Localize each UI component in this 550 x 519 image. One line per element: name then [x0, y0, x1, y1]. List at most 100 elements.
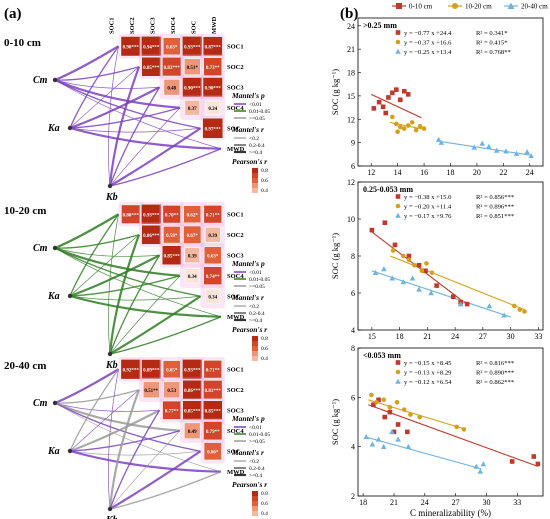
data-point	[524, 149, 530, 155]
data-point	[450, 294, 456, 299]
regression-line	[370, 93, 422, 119]
row-label: SOC3	[227, 252, 244, 259]
colorbar-tick: 0.4	[261, 188, 268, 194]
cell-value: 0.86***	[143, 234, 160, 239]
mantel-edge	[54, 213, 120, 250]
mantel-edge	[109, 127, 202, 187]
legend-title: Mantel's p	[231, 259, 265, 268]
node-label: Cm	[33, 243, 48, 254]
data-point	[503, 148, 509, 154]
cell-value: 0.37	[188, 107, 197, 112]
cell-value: 0.93***	[143, 213, 160, 218]
data-point	[486, 143, 492, 149]
heatmap-cell	[120, 359, 141, 380]
legend-label: 20-40 cm	[521, 3, 548, 11]
heatmap-cell	[184, 422, 201, 439]
r2-text: R² = 0.856***	[476, 194, 514, 201]
r2-text: R² = 0.816***	[476, 360, 514, 367]
data-point	[369, 227, 375, 233]
data-point	[382, 414, 388, 420]
scatter-chart-0: 12 14 16 18 20 22 24 6 9 12 15 18 21 24 SOC (g kg⁻¹) >0…	[330, 17, 544, 177]
heatmap-cell	[143, 381, 160, 398]
data-point	[389, 429, 395, 435]
mantel-edge	[69, 234, 140, 297]
cell-value: 0.70**	[165, 213, 179, 218]
data-point	[395, 212, 401, 218]
depth-label: 10-20 cm	[4, 205, 46, 217]
data-point	[395, 39, 401, 45]
regression-line	[437, 140, 530, 156]
heatmap-cell	[141, 56, 162, 77]
heatmap-cell	[205, 227, 221, 243]
legend-item: <0.2	[249, 304, 259, 310]
legend-item: 0.2-0.4	[249, 143, 265, 149]
y-tick-label: 4	[351, 443, 355, 452]
y-tick-label: 12	[347, 115, 355, 124]
data-point	[531, 454, 537, 459]
equation-text: y = −0.15 x +8.45	[404, 360, 452, 367]
legend-label: 10-20 cm	[465, 3, 492, 11]
heatmap-cell	[121, 204, 141, 224]
col-header: SOC	[190, 20, 197, 34]
cell-value: 0.97***	[205, 127, 222, 132]
heatmap-cell	[162, 360, 181, 379]
y-axis-label: SOC (g kg⁻¹)	[330, 233, 340, 279]
colorbar-segment	[252, 506, 258, 511]
data-point	[387, 409, 393, 415]
col-header: SOC3	[149, 17, 156, 34]
mantel-edge	[54, 402, 160, 412]
row-label: SOC3	[227, 407, 244, 414]
data-point	[512, 303, 517, 309]
row-label: SOC	[227, 448, 241, 455]
cell-value: 0.34	[208, 295, 217, 300]
y-tick-label: 15	[347, 92, 355, 101]
node-marker	[107, 506, 113, 512]
legend-item: 0.01-0.05	[249, 277, 270, 283]
mantel-edge	[108, 234, 141, 355]
regression-line	[365, 436, 482, 470]
mantel-edge	[69, 368, 120, 452]
data-point	[434, 283, 439, 288]
heatmap-cell	[162, 400, 182, 420]
data-point	[376, 397, 381, 403]
colorbar-segment	[252, 173, 258, 178]
node-marker	[52, 77, 58, 83]
colorbar-segment	[252, 178, 258, 183]
data-point	[480, 461, 487, 467]
mantel-block-1: 10-20 cm 0.80*** 0.93*** 0.70** 0.62* 0.71**0…	[4, 202, 270, 371]
data-point	[383, 110, 389, 116]
legend-item: >=0.4	[249, 318, 262, 324]
data-point	[401, 126, 407, 131]
r2-text: R² = 0.896***	[476, 204, 514, 211]
mantel-block-2: 20-40 cm 0.92*** 0.89*** 0.65* 0.93*** 0.71**…	[4, 357, 270, 519]
mantel-edge	[54, 389, 140, 404]
heatmap-cell	[203, 57, 223, 77]
x-tick-label: 24	[526, 168, 534, 177]
data-point	[405, 92, 411, 97]
heatmap-cell	[202, 77, 223, 98]
heatmap-cell	[205, 288, 221, 304]
data-point	[392, 242, 398, 248]
data-point	[390, 248, 396, 253]
r2-text: R² = 0.768**	[476, 49, 511, 56]
row-label: SOC4	[227, 273, 244, 280]
depth-label: 20-40 cm	[4, 360, 46, 372]
colorbar-segment	[252, 356, 258, 361]
regression-line	[368, 404, 539, 467]
cell-value: 0.80***	[123, 213, 140, 218]
colorbar-tick: 0.8	[261, 168, 268, 174]
data-point	[405, 429, 410, 435]
mantel-edge	[109, 148, 222, 187]
data-point	[380, 104, 386, 110]
data-point	[429, 270, 435, 275]
y-tick-label: 18	[347, 69, 355, 78]
cell-value: 0.63*	[166, 45, 178, 50]
mantel-edge	[69, 449, 222, 473]
legend-title: Mantel's p	[231, 414, 265, 423]
col-header: MWD	[211, 16, 218, 34]
heatmap-cell	[184, 100, 200, 116]
data-point	[452, 3, 458, 9]
